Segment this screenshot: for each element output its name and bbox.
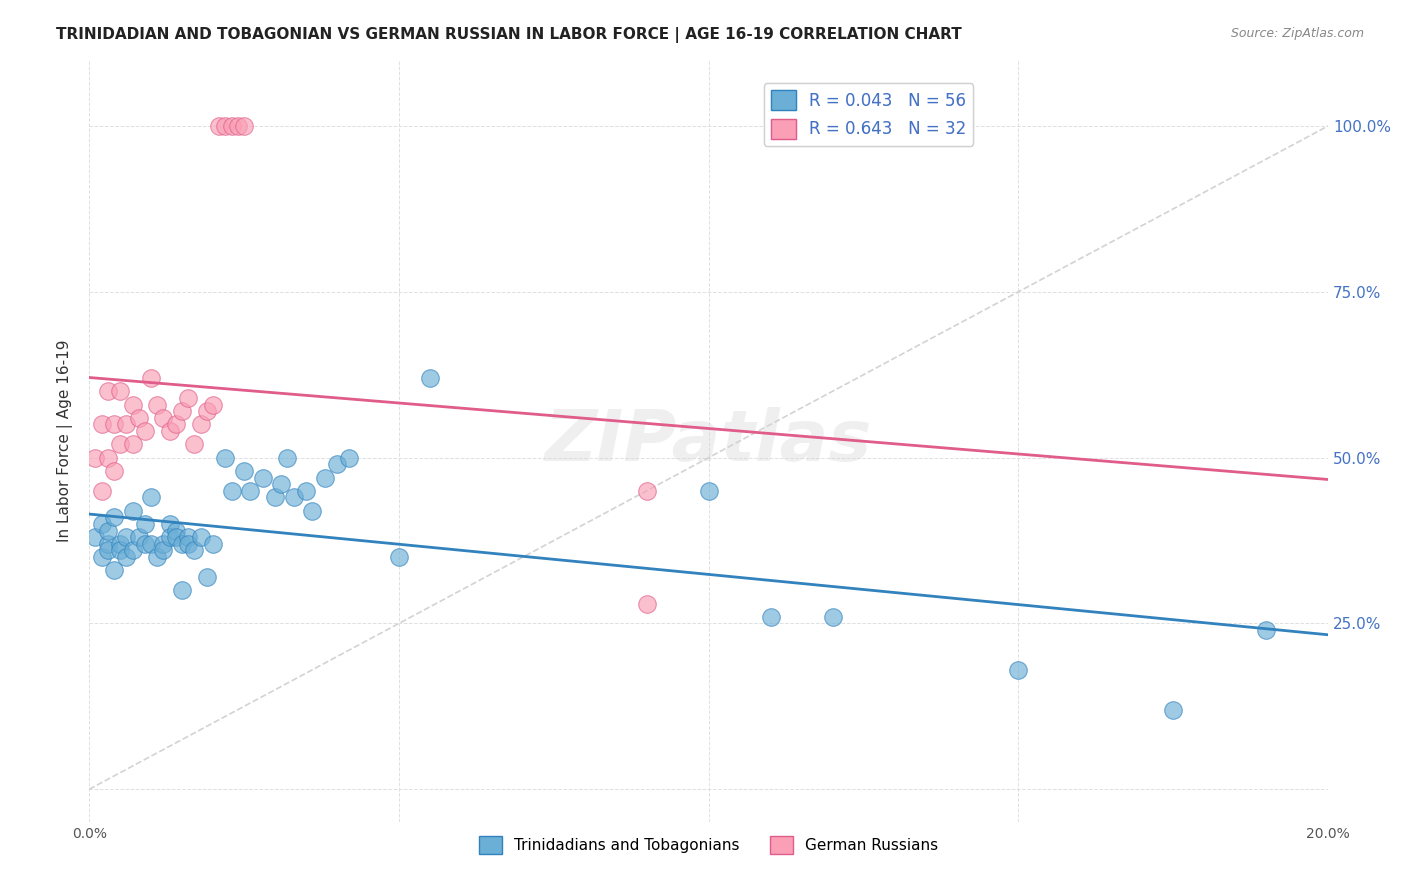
Point	[214, 119, 236, 133]
Point	[221, 483, 243, 498]
Text: ZIPatlas: ZIPatlas	[546, 407, 872, 475]
Point	[233, 119, 256, 133]
Point	[419, 371, 441, 385]
Point	[159, 516, 181, 531]
Point	[697, 483, 720, 498]
Point	[108, 384, 131, 399]
Point	[252, 470, 274, 484]
Point	[177, 530, 200, 544]
Point	[97, 384, 120, 399]
Point	[301, 504, 323, 518]
Point	[128, 410, 150, 425]
Point	[159, 530, 181, 544]
Point	[97, 524, 120, 538]
Point	[134, 537, 156, 551]
Point	[128, 530, 150, 544]
Point	[177, 537, 200, 551]
Point	[115, 417, 138, 432]
Point	[202, 398, 225, 412]
Point	[170, 537, 193, 551]
Point	[152, 410, 174, 425]
Point	[121, 543, 143, 558]
Point	[108, 537, 131, 551]
Point	[264, 491, 287, 505]
Point	[97, 537, 120, 551]
Point	[239, 483, 262, 498]
Point	[314, 470, 336, 484]
Point	[97, 450, 120, 465]
Point	[233, 464, 256, 478]
Point	[636, 483, 658, 498]
Point	[90, 516, 112, 531]
Point	[295, 483, 318, 498]
Text: TRINIDADIAN AND TOBAGONIAN VS GERMAN RUSSIAN IN LABOR FORCE | AGE 16-19 CORRELAT: TRINIDADIAN AND TOBAGONIAN VS GERMAN RUS…	[56, 27, 962, 43]
Point	[103, 417, 125, 432]
Point	[214, 450, 236, 465]
Point	[108, 543, 131, 558]
Point	[165, 524, 187, 538]
Point	[326, 457, 349, 471]
Point	[115, 550, 138, 565]
Point	[388, 550, 411, 565]
Point	[108, 437, 131, 451]
Point	[139, 491, 162, 505]
Point	[821, 610, 844, 624]
Point	[208, 119, 231, 133]
Point	[90, 417, 112, 432]
Point	[183, 543, 205, 558]
Y-axis label: In Labor Force | Age 16-19: In Labor Force | Age 16-19	[58, 340, 73, 542]
Legend: R = 0.043   N = 56, R = 0.643   N = 32: R = 0.043 N = 56, R = 0.643 N = 32	[763, 83, 973, 145]
Point	[636, 597, 658, 611]
Point	[759, 610, 782, 624]
Point	[103, 464, 125, 478]
Point	[283, 491, 305, 505]
Point	[139, 537, 162, 551]
Point	[165, 417, 187, 432]
Point	[159, 424, 181, 438]
Point	[152, 543, 174, 558]
Point	[146, 550, 169, 565]
Point	[103, 510, 125, 524]
Point	[190, 530, 212, 544]
Point	[1007, 663, 1029, 677]
Point	[134, 516, 156, 531]
Point	[134, 424, 156, 438]
Point	[221, 119, 243, 133]
Point	[190, 417, 212, 432]
Point	[226, 119, 249, 133]
Point	[1256, 623, 1278, 637]
Point	[202, 537, 225, 551]
Point	[90, 550, 112, 565]
Point	[84, 530, 107, 544]
Point	[152, 537, 174, 551]
Point	[195, 570, 218, 584]
Point	[170, 583, 193, 598]
Point	[97, 543, 120, 558]
Point	[84, 450, 107, 465]
Point	[146, 398, 169, 412]
Point	[103, 563, 125, 577]
Point	[1161, 703, 1184, 717]
Text: Source: ZipAtlas.com: Source: ZipAtlas.com	[1230, 27, 1364, 40]
Point	[177, 391, 200, 405]
Point	[195, 404, 218, 418]
Point	[115, 530, 138, 544]
Point	[121, 398, 143, 412]
Point	[121, 437, 143, 451]
Point	[337, 450, 360, 465]
Point	[139, 371, 162, 385]
Point	[170, 404, 193, 418]
Point	[183, 437, 205, 451]
Point	[276, 450, 298, 465]
Point	[270, 477, 292, 491]
Point	[165, 530, 187, 544]
Point	[121, 504, 143, 518]
Point	[90, 483, 112, 498]
